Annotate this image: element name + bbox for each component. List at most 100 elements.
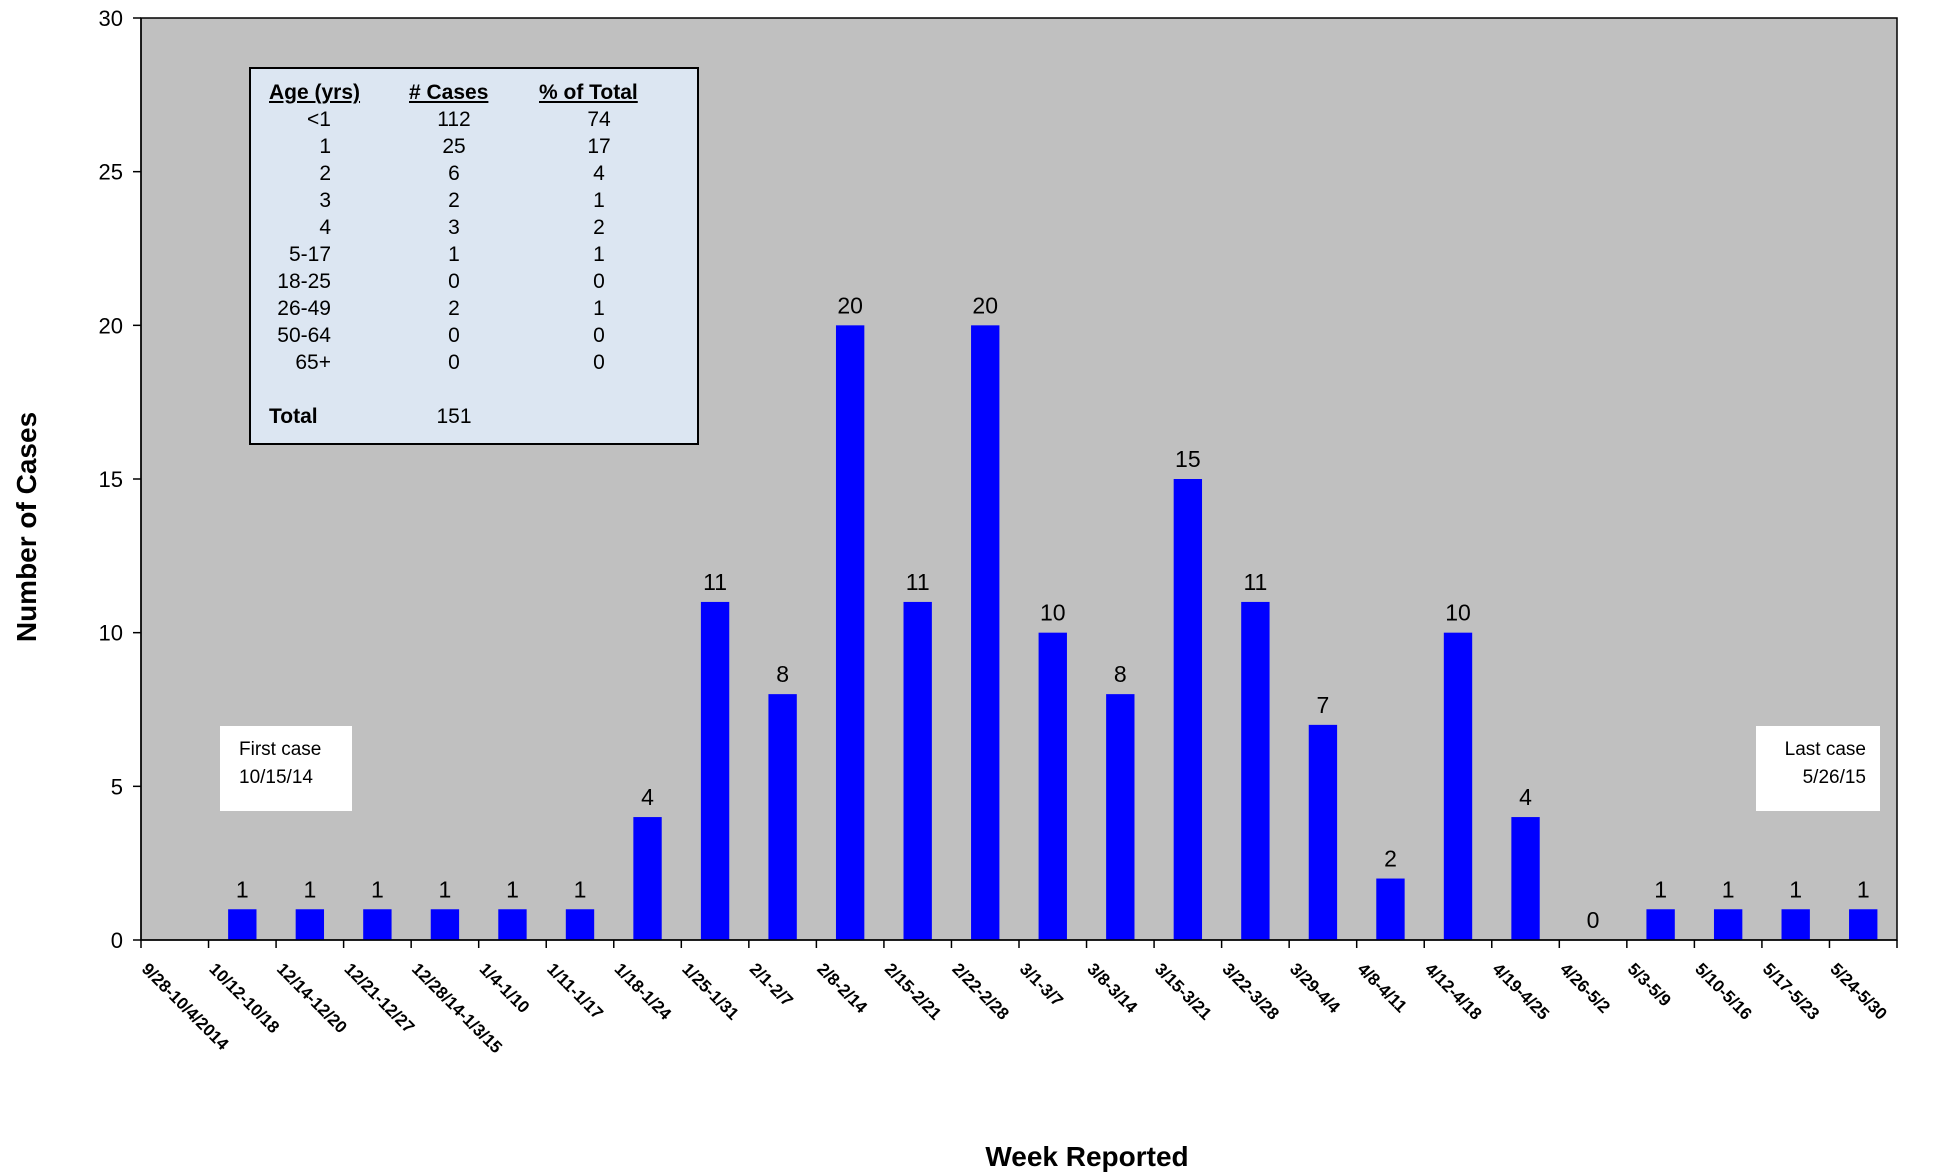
age-cell: 3 bbox=[319, 189, 331, 212]
x-tick-label: 12/21-12/27 bbox=[341, 959, 419, 1037]
age-cell: 50-64 bbox=[277, 324, 331, 347]
age-cell: 4 bbox=[319, 216, 331, 239]
bar bbox=[363, 909, 392, 940]
x-tick-label: 4/19-4/25 bbox=[1489, 959, 1553, 1023]
x-tick-label: 5/17-5/23 bbox=[1759, 959, 1823, 1023]
percent-cell: 1 bbox=[593, 189, 605, 212]
cases-cell: 2 bbox=[448, 297, 460, 320]
table-row: 2 6 4 bbox=[269, 160, 689, 187]
cases-cell: 2 bbox=[448, 189, 460, 212]
data-label: 15 bbox=[1175, 446, 1201, 472]
age-cell: 26-49 bbox=[277, 297, 331, 320]
y-axis-title: Number of Cases bbox=[11, 412, 42, 642]
cases-cell: 0 bbox=[448, 351, 460, 374]
x-tick-label: 2/8-2/14 bbox=[813, 959, 871, 1017]
table-row: 26-49 2 1 bbox=[269, 295, 689, 322]
percent-cell: 0 bbox=[593, 270, 605, 293]
percent-cell: 0 bbox=[593, 351, 605, 374]
bar bbox=[1781, 909, 1810, 940]
y-tick-label: 15 bbox=[99, 467, 123, 492]
x-tick-label: 3/1-3/7 bbox=[1016, 959, 1067, 1010]
data-label: 20 bbox=[837, 292, 863, 318]
x-tick-label: 3/22-3/28 bbox=[1219, 959, 1283, 1023]
x-tick-label: 2/22-2/28 bbox=[948, 959, 1012, 1023]
table-row: 5-17 1 1 bbox=[269, 241, 689, 268]
bar bbox=[1443, 632, 1473, 940]
data-label: 1 bbox=[506, 876, 519, 902]
cases-cell: 1 bbox=[448, 243, 460, 266]
first-case-date: 10/15/14 bbox=[239, 767, 313, 788]
percent-cell: 1 bbox=[593, 243, 605, 266]
x-tick-label: 2/15-2/21 bbox=[881, 959, 945, 1023]
x-tick-label: 5/3-5/9 bbox=[1624, 959, 1675, 1010]
table-row: 50-64 0 0 bbox=[269, 322, 689, 349]
cases-cell: 3 bbox=[448, 216, 460, 239]
bar bbox=[1713, 909, 1743, 940]
age-cell: 5-17 bbox=[288, 243, 331, 266]
data-label: 11 bbox=[906, 569, 930, 595]
bar bbox=[700, 601, 730, 940]
y-tick-label: 30 bbox=[99, 6, 123, 31]
y-tick-label: 25 bbox=[99, 160, 123, 185]
y-tick-label: 10 bbox=[99, 621, 123, 646]
table-row: 3 2 1 bbox=[269, 187, 689, 214]
bar bbox=[1038, 632, 1067, 940]
table-total-row: Total 151 bbox=[269, 403, 689, 430]
x-tick-label: 1/18-1/24 bbox=[611, 959, 676, 1024]
percent-cell: 17 bbox=[587, 135, 611, 158]
data-label: 11 bbox=[703, 569, 727, 595]
bar bbox=[295, 909, 325, 940]
cases-cell: 25 bbox=[442, 135, 466, 158]
data-label: 1 bbox=[303, 876, 316, 902]
cases-cell: 112 bbox=[437, 108, 471, 131]
x-axis-title: Week Reported bbox=[985, 1141, 1188, 1172]
percent-cell: 0 bbox=[593, 324, 605, 347]
bar bbox=[903, 601, 932, 940]
bar bbox=[1849, 909, 1878, 940]
bar bbox=[768, 694, 797, 940]
y-tick-label: 0 bbox=[111, 928, 123, 953]
bar bbox=[633, 817, 662, 940]
data-label: 8 bbox=[776, 661, 789, 687]
data-label: 1 bbox=[574, 876, 587, 902]
cases-cell: 0 bbox=[448, 270, 460, 293]
last-case-annotation: Last case 5/26/15 bbox=[1756, 726, 1880, 811]
bar bbox=[1646, 909, 1675, 940]
data-label: 1 bbox=[439, 876, 452, 902]
cases-cell: 0 bbox=[448, 324, 460, 347]
total-value: 151 bbox=[436, 405, 472, 428]
x-tick-label: 1/4-1/10 bbox=[476, 959, 534, 1017]
first-case-annotation: First case 10/15/14 bbox=[220, 726, 352, 811]
first-case-label: First case bbox=[239, 739, 322, 760]
x-tick-label: 1/25-1/31 bbox=[678, 959, 742, 1023]
percent-cell: 2 bbox=[593, 216, 605, 239]
x-tick-label: 3/15-3/21 bbox=[1151, 959, 1215, 1023]
y-tick-label: 20 bbox=[99, 313, 123, 338]
bar bbox=[565, 909, 595, 940]
total-label: Total bbox=[269, 405, 318, 428]
table-row: 18-25 0 0 bbox=[269, 268, 689, 295]
data-label: 1 bbox=[236, 876, 249, 902]
bar bbox=[1106, 694, 1135, 940]
x-tick-label: 3/8-3/14 bbox=[1083, 959, 1141, 1017]
header-age: Age (yrs) bbox=[269, 81, 361, 104]
percent-cell: 4 bbox=[593, 162, 605, 185]
bar bbox=[228, 909, 257, 940]
data-label: 1 bbox=[1857, 876, 1870, 902]
x-tick-label: 3/29-4/4 bbox=[1286, 959, 1344, 1017]
table-header-row: Age (yrs) # Cases % of Total bbox=[269, 79, 689, 106]
table-row: 65+ 0 0 bbox=[269, 349, 689, 376]
bar bbox=[498, 909, 527, 940]
bar bbox=[1308, 724, 1338, 940]
bar bbox=[1511, 817, 1540, 940]
data-label: 1 bbox=[1789, 876, 1802, 902]
age-cell: <1 bbox=[307, 108, 331, 131]
data-label: 2 bbox=[1384, 846, 1397, 872]
table-row: 1 25 17 bbox=[269, 133, 689, 160]
age-distribution-table: Age (yrs) # Cases % of Total <1 112 74 1 25… bbox=[249, 67, 699, 445]
data-label: 4 bbox=[1519, 784, 1532, 810]
data-label: 7 bbox=[1317, 692, 1330, 718]
bar bbox=[1241, 601, 1270, 940]
x-tick-label: 4/12-4/18 bbox=[1421, 959, 1485, 1023]
